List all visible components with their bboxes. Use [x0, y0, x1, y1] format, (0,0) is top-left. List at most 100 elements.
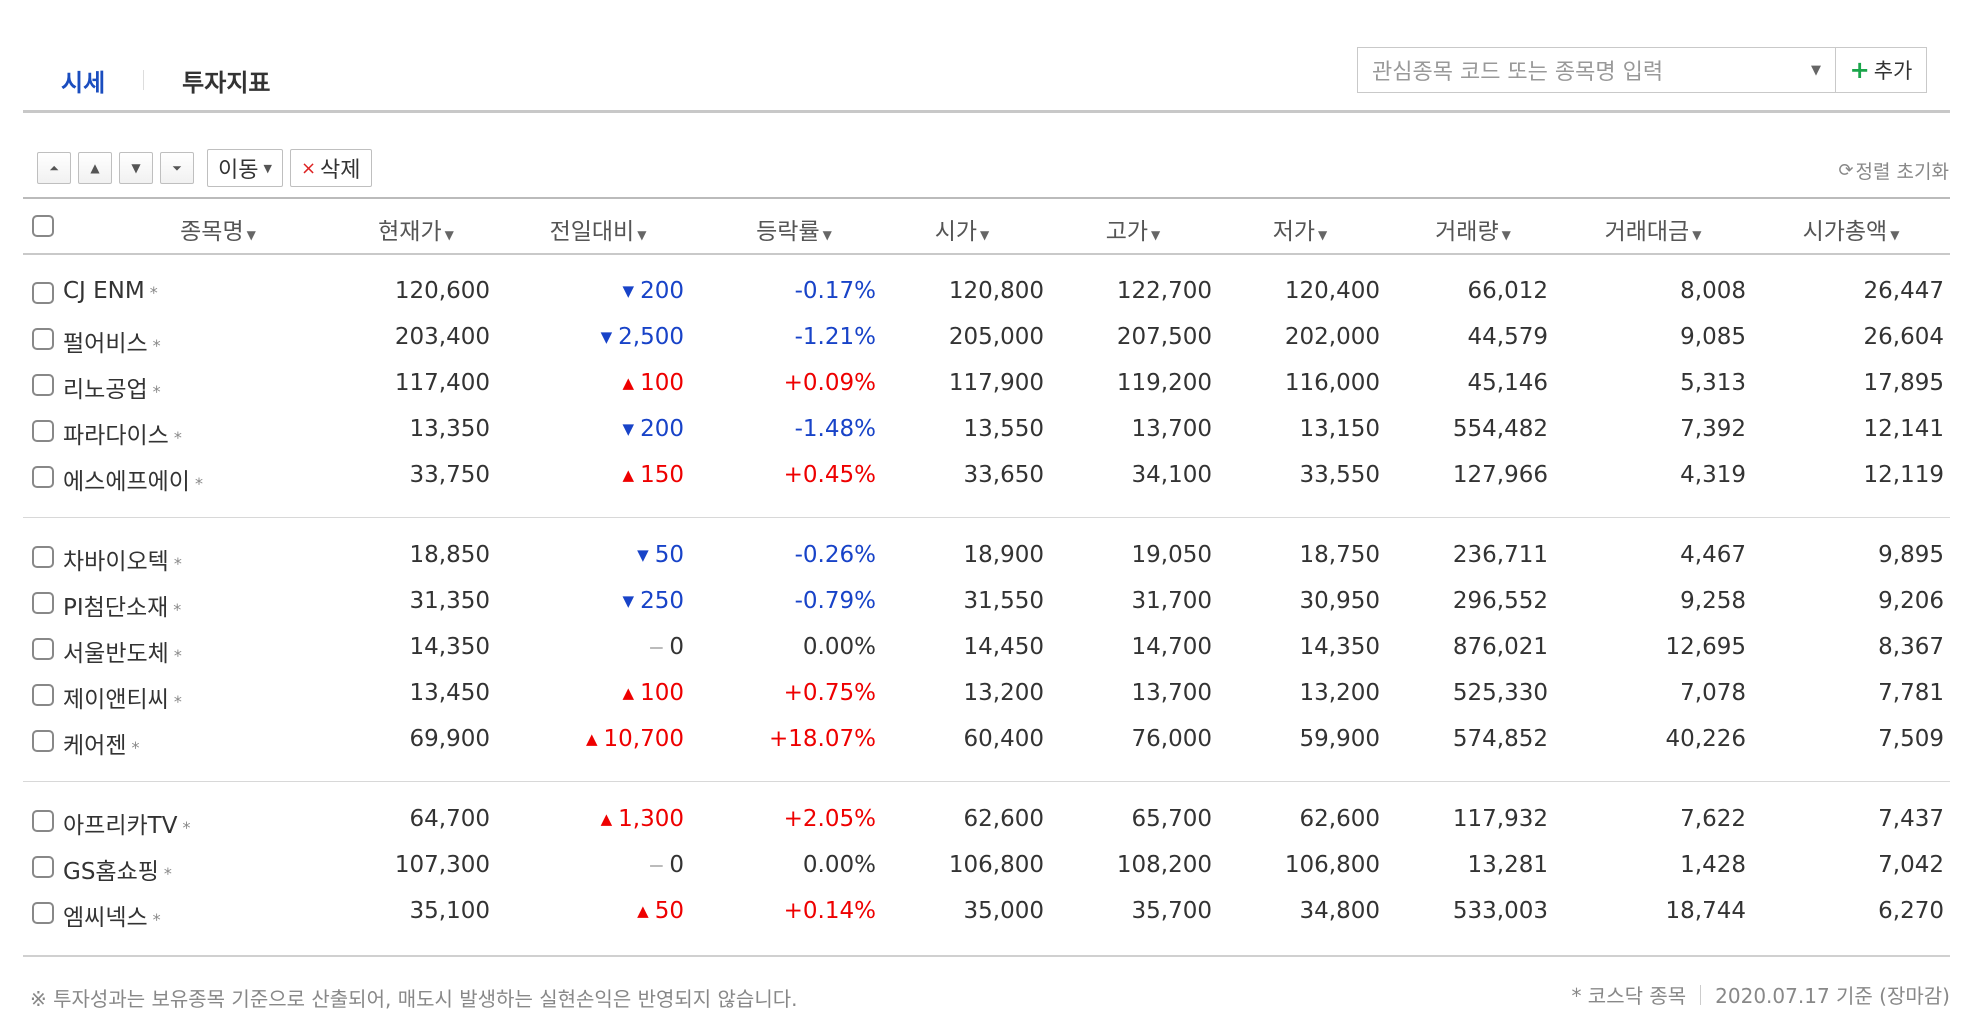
- move-dropdown[interactable]: 이동 ▼: [207, 149, 283, 187]
- table-row[interactable]: 아프리카TV * 64,700 ▲ 1,300 +2.05% 62,600 65,700 62,…: [23, 798, 1950, 844]
- table-row[interactable]: 차바이오텍 * 18,850 ▼ 50 -0.26% 18,900 19,050 18,750 2…: [23, 534, 1950, 580]
- cell-volume: 45,146: [1467, 370, 1548, 396]
- table-row[interactable]: 에스에프에이 * 33,750 ▲ 150 +0.45% 33,650 34,100 33,55…: [23, 454, 1950, 500]
- cell-price: 120,600: [394, 278, 490, 304]
- sort-caret-icon: ▼: [1501, 228, 1511, 242]
- watchlist-search-input[interactable]: 관심종목 코드 또는 종목명 입력 ▼: [1357, 47, 1836, 93]
- kosdaq-mark: *: [152, 336, 161, 355]
- cell-amount: 7,622: [1680, 806, 1746, 832]
- watchlist-add-group: 관심종목 코드 또는 종목명 입력 ▼ + 추가: [1357, 47, 1927, 93]
- table-row[interactable]: CJ ENM * 120,600 ▼ 200 -0.17% 120,800 122,700 12…: [23, 270, 1950, 316]
- stock-name-link[interactable]: 펄어비스 *: [63, 324, 161, 358]
- header-col-price[interactable]: 현재가 ▼: [356, 212, 476, 246]
- row-checkbox[interactable]: [32, 902, 54, 924]
- stock-name-link[interactable]: 파라다이스 *: [63, 416, 182, 450]
- row-checkbox[interactable]: [32, 730, 54, 752]
- stock-name-link[interactable]: 아프리카TV *: [63, 806, 190, 840]
- header-col-rate[interactable]: 등락률 ▼: [729, 212, 859, 246]
- add-button[interactable]: + 추가: [1836, 47, 1927, 93]
- stock-name-link[interactable]: 리노공업 *: [63, 370, 161, 404]
- cell-rate: +0.45%: [783, 462, 876, 488]
- tab-bar: 시세 투자지표: [23, 50, 309, 110]
- cell-high: 65,700: [1131, 806, 1212, 832]
- delete-button-label: 삭제: [320, 158, 361, 183]
- up-triangle-icon: ▲: [585, 730, 598, 748]
- delete-button[interactable]: × 삭제: [289, 149, 372, 187]
- header-label: 현재가: [378, 219, 442, 245]
- stock-name-link[interactable]: 서울반도체 *: [63, 634, 182, 668]
- stock-name-link[interactable]: PI첨단소재 *: [63, 588, 181, 622]
- move-down-button[interactable]: ▼: [119, 152, 153, 184]
- move-to-bottom-button[interactable]: ⏷: [160, 152, 194, 184]
- table-row[interactable]: 케어젠 * 69,900 ▲ 10,700 +18.07% 60,400 76,000 59,9…: [23, 718, 1950, 764]
- cell-low: 116,000: [1284, 370, 1380, 396]
- cell-volume: 117,932: [1452, 806, 1548, 832]
- row-checkbox[interactable]: [32, 282, 54, 304]
- kosdaq-mark: *: [182, 818, 191, 837]
- cell-volume: 44,579: [1467, 324, 1548, 350]
- tab-investment-indicators[interactable]: 투자지표: [182, 68, 271, 97]
- stock-name-link[interactable]: CJ ENM *: [63, 278, 158, 304]
- table-row[interactable]: GS홈쇼핑 * 107,300—0 0.00% 106,800 108,200 106,80…: [23, 844, 1950, 890]
- row-checkbox[interactable]: [32, 638, 54, 660]
- select-all-checkbox[interactable]: [32, 215, 54, 237]
- row-checkbox[interactable]: [32, 546, 54, 568]
- cell-low: 13,150: [1299, 416, 1380, 442]
- tab-price[interactable]: 시세: [61, 68, 106, 97]
- table-row[interactable]: 펄어비스 * 203,400 ▼ 2,500 -1.21% 205,000 207,500 20…: [23, 316, 1950, 362]
- table-row[interactable]: 리노공업 * 117,400 ▲ 100 +0.09% 117,900 119,200 116,…: [23, 362, 1950, 408]
- cell-amount: 7,078: [1680, 680, 1746, 706]
- row-checkbox[interactable]: [32, 684, 54, 706]
- sort-caret-icon: ▼: [1318, 228, 1328, 242]
- stock-name-link[interactable]: 엠씨넥스 *: [63, 898, 161, 932]
- row-checkbox[interactable]: [32, 328, 54, 350]
- stock-name: 아프리카TV: [63, 813, 178, 839]
- move-up-button[interactable]: ▲: [78, 152, 112, 184]
- row-checkbox[interactable]: [32, 374, 54, 396]
- table-row[interactable]: 파라다이스 * 13,350 ▼ 200 -1.48% 13,550 13,700 13,150…: [23, 408, 1950, 454]
- cell-open: 13,550: [963, 416, 1044, 442]
- stock-name-link[interactable]: 제이앤티씨 *: [63, 680, 182, 714]
- row-checkbox[interactable]: [32, 466, 54, 488]
- cell-amount: 12,695: [1665, 634, 1746, 660]
- cell-amount: 4,319: [1680, 462, 1746, 488]
- row-checkbox[interactable]: [32, 592, 54, 614]
- header-col-change[interactable]: 전일대비 ▼: [528, 212, 668, 246]
- stock-name-link[interactable]: GS홈쇼핑 *: [63, 852, 172, 886]
- stock-name: GS홈쇼핑: [63, 859, 159, 885]
- kosdaq-mark: *: [149, 283, 158, 302]
- cell-cap: 6,270: [1878, 898, 1944, 924]
- move-to-top-button[interactable]: ⏶: [37, 152, 71, 184]
- header-col-name[interactable]: 종목명 ▼: [153, 212, 283, 246]
- row-checkbox[interactable]: [32, 420, 54, 442]
- table-row[interactable]: 제이앤티씨 * 13,450 ▲ 100 +0.75% 13,200 13,700 13,200…: [23, 672, 1950, 718]
- change-value: 50: [654, 898, 684, 924]
- stock-name-link[interactable]: 에스에프에이 *: [63, 462, 203, 496]
- header-col-high[interactable]: 고가 ▼: [1078, 212, 1188, 246]
- header-col-low[interactable]: 저가 ▼: [1245, 212, 1355, 246]
- cell-cap: 7,509: [1878, 726, 1944, 752]
- header-label: 시가: [934, 219, 978, 245]
- cell-volume: 127,966: [1452, 462, 1548, 488]
- table-row[interactable]: PI첨단소재 * 31,350 ▼ 250 -0.79% 31,550 31,700 30,95…: [23, 580, 1950, 626]
- table-row[interactable]: 엠씨넥스 * 35,100 ▲ 50 +0.14% 35,000 35,700 34,800 53…: [23, 890, 1950, 936]
- stock-name-link[interactable]: 차바이오텍 *: [63, 542, 182, 576]
- kosdaq-mark: *: [173, 646, 182, 665]
- cell-change: —0: [649, 634, 684, 660]
- chevron-down-icon[interactable]: ▼: [1811, 62, 1821, 78]
- refresh-icon: ⟳: [1838, 160, 1854, 181]
- header-col-volume[interactable]: 거래량 ▼: [1408, 212, 1538, 246]
- change-value: 2,500: [618, 324, 684, 350]
- row-checkbox[interactable]: [32, 856, 54, 878]
- header-col-amount[interactable]: 거래대금 ▼: [1578, 212, 1728, 246]
- row-checkbox[interactable]: [32, 810, 54, 832]
- reset-sort-button[interactable]: ⟳ 정렬 초기화: [1838, 157, 1949, 184]
- table-row[interactable]: 서울반도체 * 14,350—0 0.00% 14,450 14,700 14,350 876…: [23, 626, 1950, 672]
- reset-sort-label: 정렬 초기화: [1855, 161, 1949, 183]
- move-bottom-icon: ⏷: [172, 160, 182, 175]
- stock-name-link[interactable]: 케어젠 *: [63, 726, 139, 760]
- header-col-cap[interactable]: 시가총액 ▼: [1771, 212, 1931, 246]
- header-col-open[interactable]: 시가 ▼: [907, 212, 1017, 246]
- change-value: 1,300: [618, 806, 684, 832]
- cell-open: 14,450: [963, 634, 1044, 660]
